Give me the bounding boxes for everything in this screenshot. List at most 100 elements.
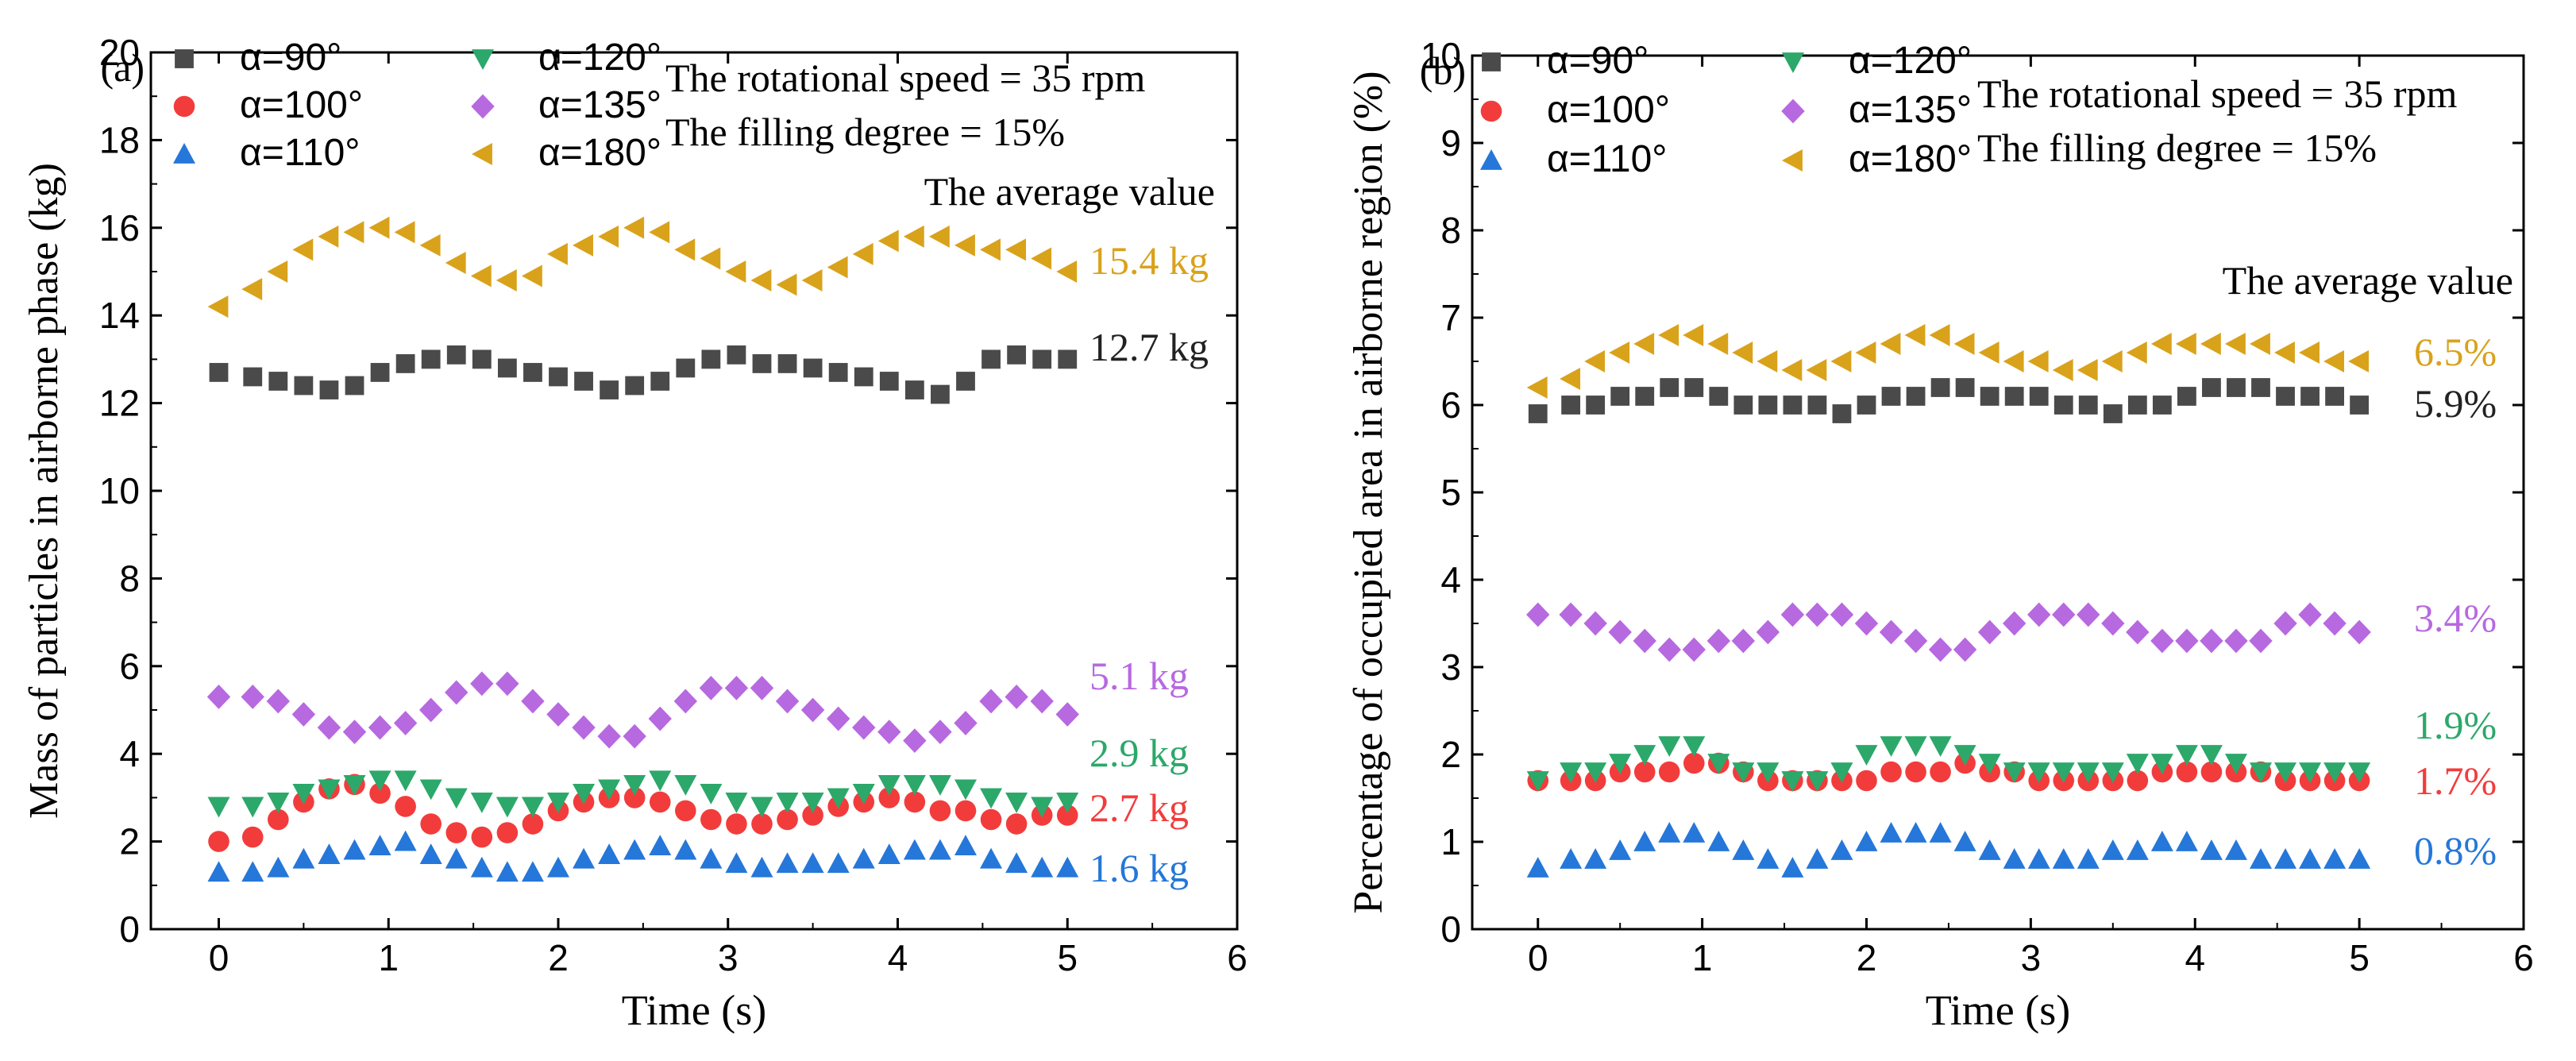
data-point (368, 770, 391, 792)
data-point (1559, 602, 1583, 627)
data-point (598, 843, 621, 865)
y-tick-label: 16 (99, 207, 140, 249)
panel-label: (a) (101, 45, 145, 90)
legend-marker (472, 143, 492, 165)
data-point (1953, 745, 1976, 766)
data-point (1609, 754, 1632, 774)
data-point (700, 783, 723, 804)
data-point (1584, 848, 1607, 869)
y-tick-label: 0 (1440, 909, 1461, 950)
data-point (954, 711, 978, 735)
data-point (2175, 628, 2199, 654)
data-point (776, 793, 799, 813)
data-point (1929, 822, 1952, 843)
data-point (2250, 762, 2272, 783)
data-point (394, 221, 415, 244)
data-point (752, 354, 772, 373)
data-point (446, 345, 466, 365)
data-point (2298, 602, 2322, 627)
data-point (1658, 822, 1681, 843)
data-point (776, 273, 797, 296)
data-point (445, 251, 466, 274)
data-point (803, 358, 823, 378)
data-point (1980, 387, 1999, 406)
x-tick-label: 5 (1057, 937, 1078, 978)
data-point (649, 791, 671, 813)
data-point (751, 813, 773, 835)
series-α=120° (207, 770, 1079, 818)
data-point (574, 372, 593, 391)
data-point (291, 702, 316, 727)
data-point (1781, 857, 1804, 878)
data-point (1904, 736, 1927, 757)
data-point (1005, 238, 1027, 261)
data-point (928, 720, 952, 744)
data-point (1880, 736, 1903, 757)
data-point (368, 835, 391, 856)
data-point (319, 380, 339, 399)
data-point (1880, 822, 1903, 843)
data-point (2224, 628, 2248, 654)
data-point (1856, 770, 1877, 792)
data-point (208, 831, 229, 852)
data-point (878, 787, 900, 808)
x-tick-label: 0 (1528, 937, 1548, 978)
legend-entry: α=90° (1547, 40, 1649, 82)
data-point (1682, 637, 1706, 662)
data-point (496, 671, 519, 696)
data-point (675, 800, 696, 822)
data-point (2249, 628, 2273, 654)
data-point (368, 216, 390, 239)
data-point (1757, 350, 1778, 372)
data-point (1005, 793, 1028, 813)
data-point (2029, 387, 2049, 406)
data-point (1757, 848, 1780, 869)
x-tick-label: 2 (1857, 937, 1877, 978)
legend-marker (173, 95, 195, 118)
data-point (2200, 839, 2223, 860)
data-point (979, 689, 1003, 714)
x-tick-label: 6 (2513, 937, 2534, 978)
y-tick-label: 7 (1440, 297, 1461, 338)
data-point (1905, 761, 1926, 783)
data-point (1657, 637, 1681, 662)
data-point (928, 774, 951, 796)
data-point (521, 689, 545, 714)
data-point (2101, 611, 2125, 636)
data-point (1633, 628, 1656, 654)
data-point (207, 295, 229, 318)
data-point (2150, 333, 2172, 355)
data-point (1635, 387, 1655, 406)
data-point (470, 856, 493, 878)
data-point (2300, 387, 2320, 406)
data-point (2127, 395, 2147, 415)
data-point (1978, 839, 2001, 860)
data-point (623, 216, 645, 239)
x-tick-label: 4 (2185, 937, 2205, 978)
data-point (496, 797, 519, 818)
series-α=180° (207, 216, 1078, 318)
data-point (209, 363, 229, 382)
data-point (1584, 762, 1607, 783)
data-point (268, 808, 289, 831)
data-point (725, 260, 746, 283)
data-point (954, 835, 977, 856)
data-point (470, 671, 494, 696)
annotation-average-value: The average value (2223, 258, 2513, 303)
data-point (1806, 848, 1829, 869)
data-point (2323, 611, 2347, 636)
data-point (1731, 628, 1756, 654)
legend-marker (1782, 149, 1803, 172)
data-point (1058, 349, 1078, 369)
data-point (649, 221, 670, 244)
data-point (852, 715, 876, 740)
data-point (343, 839, 366, 860)
data-point (2027, 762, 2050, 783)
data-point (2003, 350, 2024, 372)
data-point (497, 358, 517, 378)
plot-frame (1471, 54, 2525, 931)
data-point (267, 856, 290, 878)
data-point (294, 376, 314, 395)
data-point (1732, 762, 1755, 783)
